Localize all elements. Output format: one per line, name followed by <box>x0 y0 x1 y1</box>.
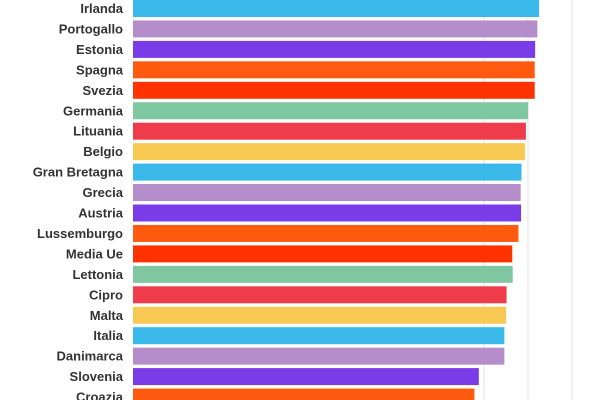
bar-media-ue <box>133 245 513 263</box>
category-label: Portogallo <box>59 21 123 36</box>
category-label: Lituania <box>73 124 124 139</box>
category-label: Svezia <box>83 83 124 98</box>
category-label: Estonia <box>76 42 124 57</box>
category-labels: Irlanda Portogallo Estonia Spagna Svezia Germ… <box>33 1 124 400</box>
category-label: Austria <box>78 206 124 221</box>
bar-croazia <box>133 388 475 400</box>
bar-lussemburgo <box>133 224 519 242</box>
bar-portogallo <box>133 20 538 38</box>
bar-svezia <box>133 81 535 99</box>
bar-austria <box>133 204 522 222</box>
category-label: Irlanda <box>80 1 123 16</box>
category-label: Lussemburgo <box>37 226 123 241</box>
category-label: Malta <box>90 308 124 323</box>
bar-italia <box>133 327 505 345</box>
bar-lettonia <box>133 265 513 283</box>
category-label: Croazia <box>76 390 124 400</box>
category-label: Italia <box>93 328 123 343</box>
bar-germania <box>133 102 529 120</box>
category-label: Germania <box>63 103 124 118</box>
bars <box>133 0 540 400</box>
category-label: Belgio <box>83 144 123 159</box>
bar-lituania <box>133 122 526 140</box>
bar-cipro <box>133 286 507 304</box>
bar-slovenia <box>133 368 479 386</box>
category-label: Grecia <box>83 185 124 200</box>
category-label: Lettonia <box>72 267 123 282</box>
category-label: Danimarca <box>57 349 124 364</box>
category-label: Spagna <box>76 62 124 77</box>
category-label: Cipro <box>89 287 123 302</box>
category-label: Media Ue <box>66 246 123 261</box>
category-label: Slovenia <box>70 369 124 384</box>
bar-irlanda <box>133 0 540 17</box>
bar-belgio <box>133 143 526 161</box>
bar-malta <box>133 306 507 324</box>
bar-gran-bretagna <box>133 163 522 181</box>
bar-spagna <box>133 61 535 79</box>
bar-grecia <box>133 184 521 202</box>
category-label: Gran Bretagna <box>33 165 124 180</box>
bar-danimarca <box>133 347 505 365</box>
bar-estonia <box>133 40 536 58</box>
